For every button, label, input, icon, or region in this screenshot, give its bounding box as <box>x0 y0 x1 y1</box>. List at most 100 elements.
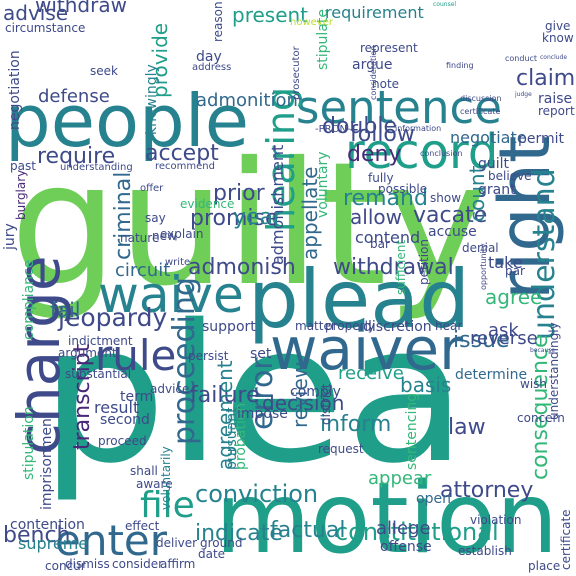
word-conduct: conduct <box>505 54 538 63</box>
word-file: file <box>140 485 195 526</box>
word-second: second <box>100 412 150 428</box>
word-issue: issue <box>453 328 510 353</box>
word-fully: fully <box>368 171 394 185</box>
word-require: require <box>37 144 116 169</box>
word-represent: represent <box>360 41 418 55</box>
word-supreme: supreme <box>18 534 89 553</box>
word-plea: plea <box>40 284 468 505</box>
word-determine: determine <box>455 367 528 383</box>
word-dismiss: dismiss <box>65 557 110 571</box>
word-believe: believe <box>488 169 532 183</box>
word-argue: argue <box>352 57 393 73</box>
word-indicate: indicate <box>195 521 283 546</box>
word-decision: decision <box>262 391 345 415</box>
word-present: present <box>232 3 309 27</box>
word-prosecutor: prosecutor <box>291 46 302 100</box>
word-aware: aware <box>136 477 173 491</box>
word-request: request <box>318 442 364 456</box>
word-violation: violation <box>470 513 522 527</box>
word-substantial: substantial <box>65 367 132 381</box>
word-however: however <box>290 17 333 28</box>
word-basis: basis <box>400 373 452 397</box>
word-conclude: conclude <box>540 54 568 61</box>
word-knowingly: knowingly <box>144 64 160 135</box>
word-law: law <box>448 415 486 440</box>
word-finding: finding <box>446 61 474 70</box>
word-permit: permit <box>518 131 565 147</box>
word-double: double <box>322 114 397 139</box>
word-offense: offense <box>380 539 432 555</box>
word-establish: establish <box>458 544 512 558</box>
word-stipulation: stipulation <box>21 406 37 480</box>
word-factual: factual <box>270 518 346 543</box>
word-date: date <box>198 547 226 561</box>
word-note: note <box>372 77 400 91</box>
word-allege: allege <box>376 518 431 539</box>
word-circumstance: circumstance <box>5 21 86 35</box>
word-say: say <box>145 211 166 225</box>
word-accept: accept <box>145 141 219 166</box>
word-people: people <box>5 79 250 163</box>
word-result: result <box>94 398 140 417</box>
word-constitutional: constitutional <box>335 518 499 546</box>
word-affirm: affirm <box>160 557 196 571</box>
word-concur: concur <box>45 559 86 573</box>
word-withdrawal: withdrawal <box>333 255 454 280</box>
word-jeopardy: jeopardy <box>58 303 168 332</box>
word-wish: wish <box>520 377 548 391</box>
word-explain: explain <box>160 227 204 241</box>
word-address: address <box>192 62 232 73</box>
word-bench: bench <box>3 523 71 548</box>
word-defense: defense <box>38 86 110 107</box>
word-district: district <box>319 383 333 425</box>
word-enter: enter <box>55 516 168 565</box>
word-sentence: sentence <box>296 81 502 134</box>
word-certificate: certificate <box>460 107 501 116</box>
word-compliance: compliance <box>21 259 37 340</box>
word-set: set <box>250 346 272 362</box>
word-par: par <box>505 264 525 278</box>
word-admonition: admonition <box>196 90 298 111</box>
word-raise: raise <box>538 91 573 107</box>
word-shall: shall <box>130 464 158 478</box>
word-deny: deny <box>347 142 402 167</box>
word-certificate: certificate <box>559 509 573 570</box>
word-grant: grant <box>478 182 516 198</box>
word-effect: effect <box>125 519 160 533</box>
word-properly: properly <box>325 319 375 333</box>
word-plead: plead <box>248 253 471 346</box>
word-year: year <box>233 205 283 230</box>
word-jury: jury <box>2 223 18 250</box>
word-prior: prior <box>213 181 265 206</box>
word-guilty: guilty <box>10 126 488 324</box>
word-guilt: guilt <box>478 156 510 172</box>
word-negotiate: negotiate <box>450 128 527 147</box>
word-conviction: conviction <box>195 480 319 508</box>
word-ground: ground <box>200 536 243 550</box>
word-deliver: deliver <box>156 536 198 550</box>
word-possible: possible <box>378 182 428 196</box>
word-ask: ask <box>488 320 519 341</box>
word-show: show <box>430 191 462 205</box>
word-withdraw: withdraw <box>35 0 127 17</box>
word-because: because <box>530 347 556 354</box>
word-nature: nature <box>120 231 160 245</box>
word-waive: waive <box>98 266 244 324</box>
word-negotiation: negotiation <box>7 50 23 130</box>
word-accuse: accuse <box>428 224 477 240</box>
word-voluntarily: voluntarily <box>159 446 173 510</box>
word-give: give <box>545 19 571 33</box>
word-record: record <box>345 124 499 180</box>
word-admonish: admonish <box>188 255 296 280</box>
word-rule: rule <box>95 331 177 380</box>
word-follow: follow <box>350 122 415 147</box>
word-impose: impose <box>237 406 288 422</box>
word-place: place <box>528 559 561 573</box>
word-failure: failure <box>190 383 260 408</box>
word-open: open <box>416 491 451 507</box>
word-fail: fail <box>50 298 81 322</box>
word-offer: offer <box>140 183 164 194</box>
word-advice: advice <box>150 382 190 396</box>
word-understand: understand <box>527 168 562 340</box>
